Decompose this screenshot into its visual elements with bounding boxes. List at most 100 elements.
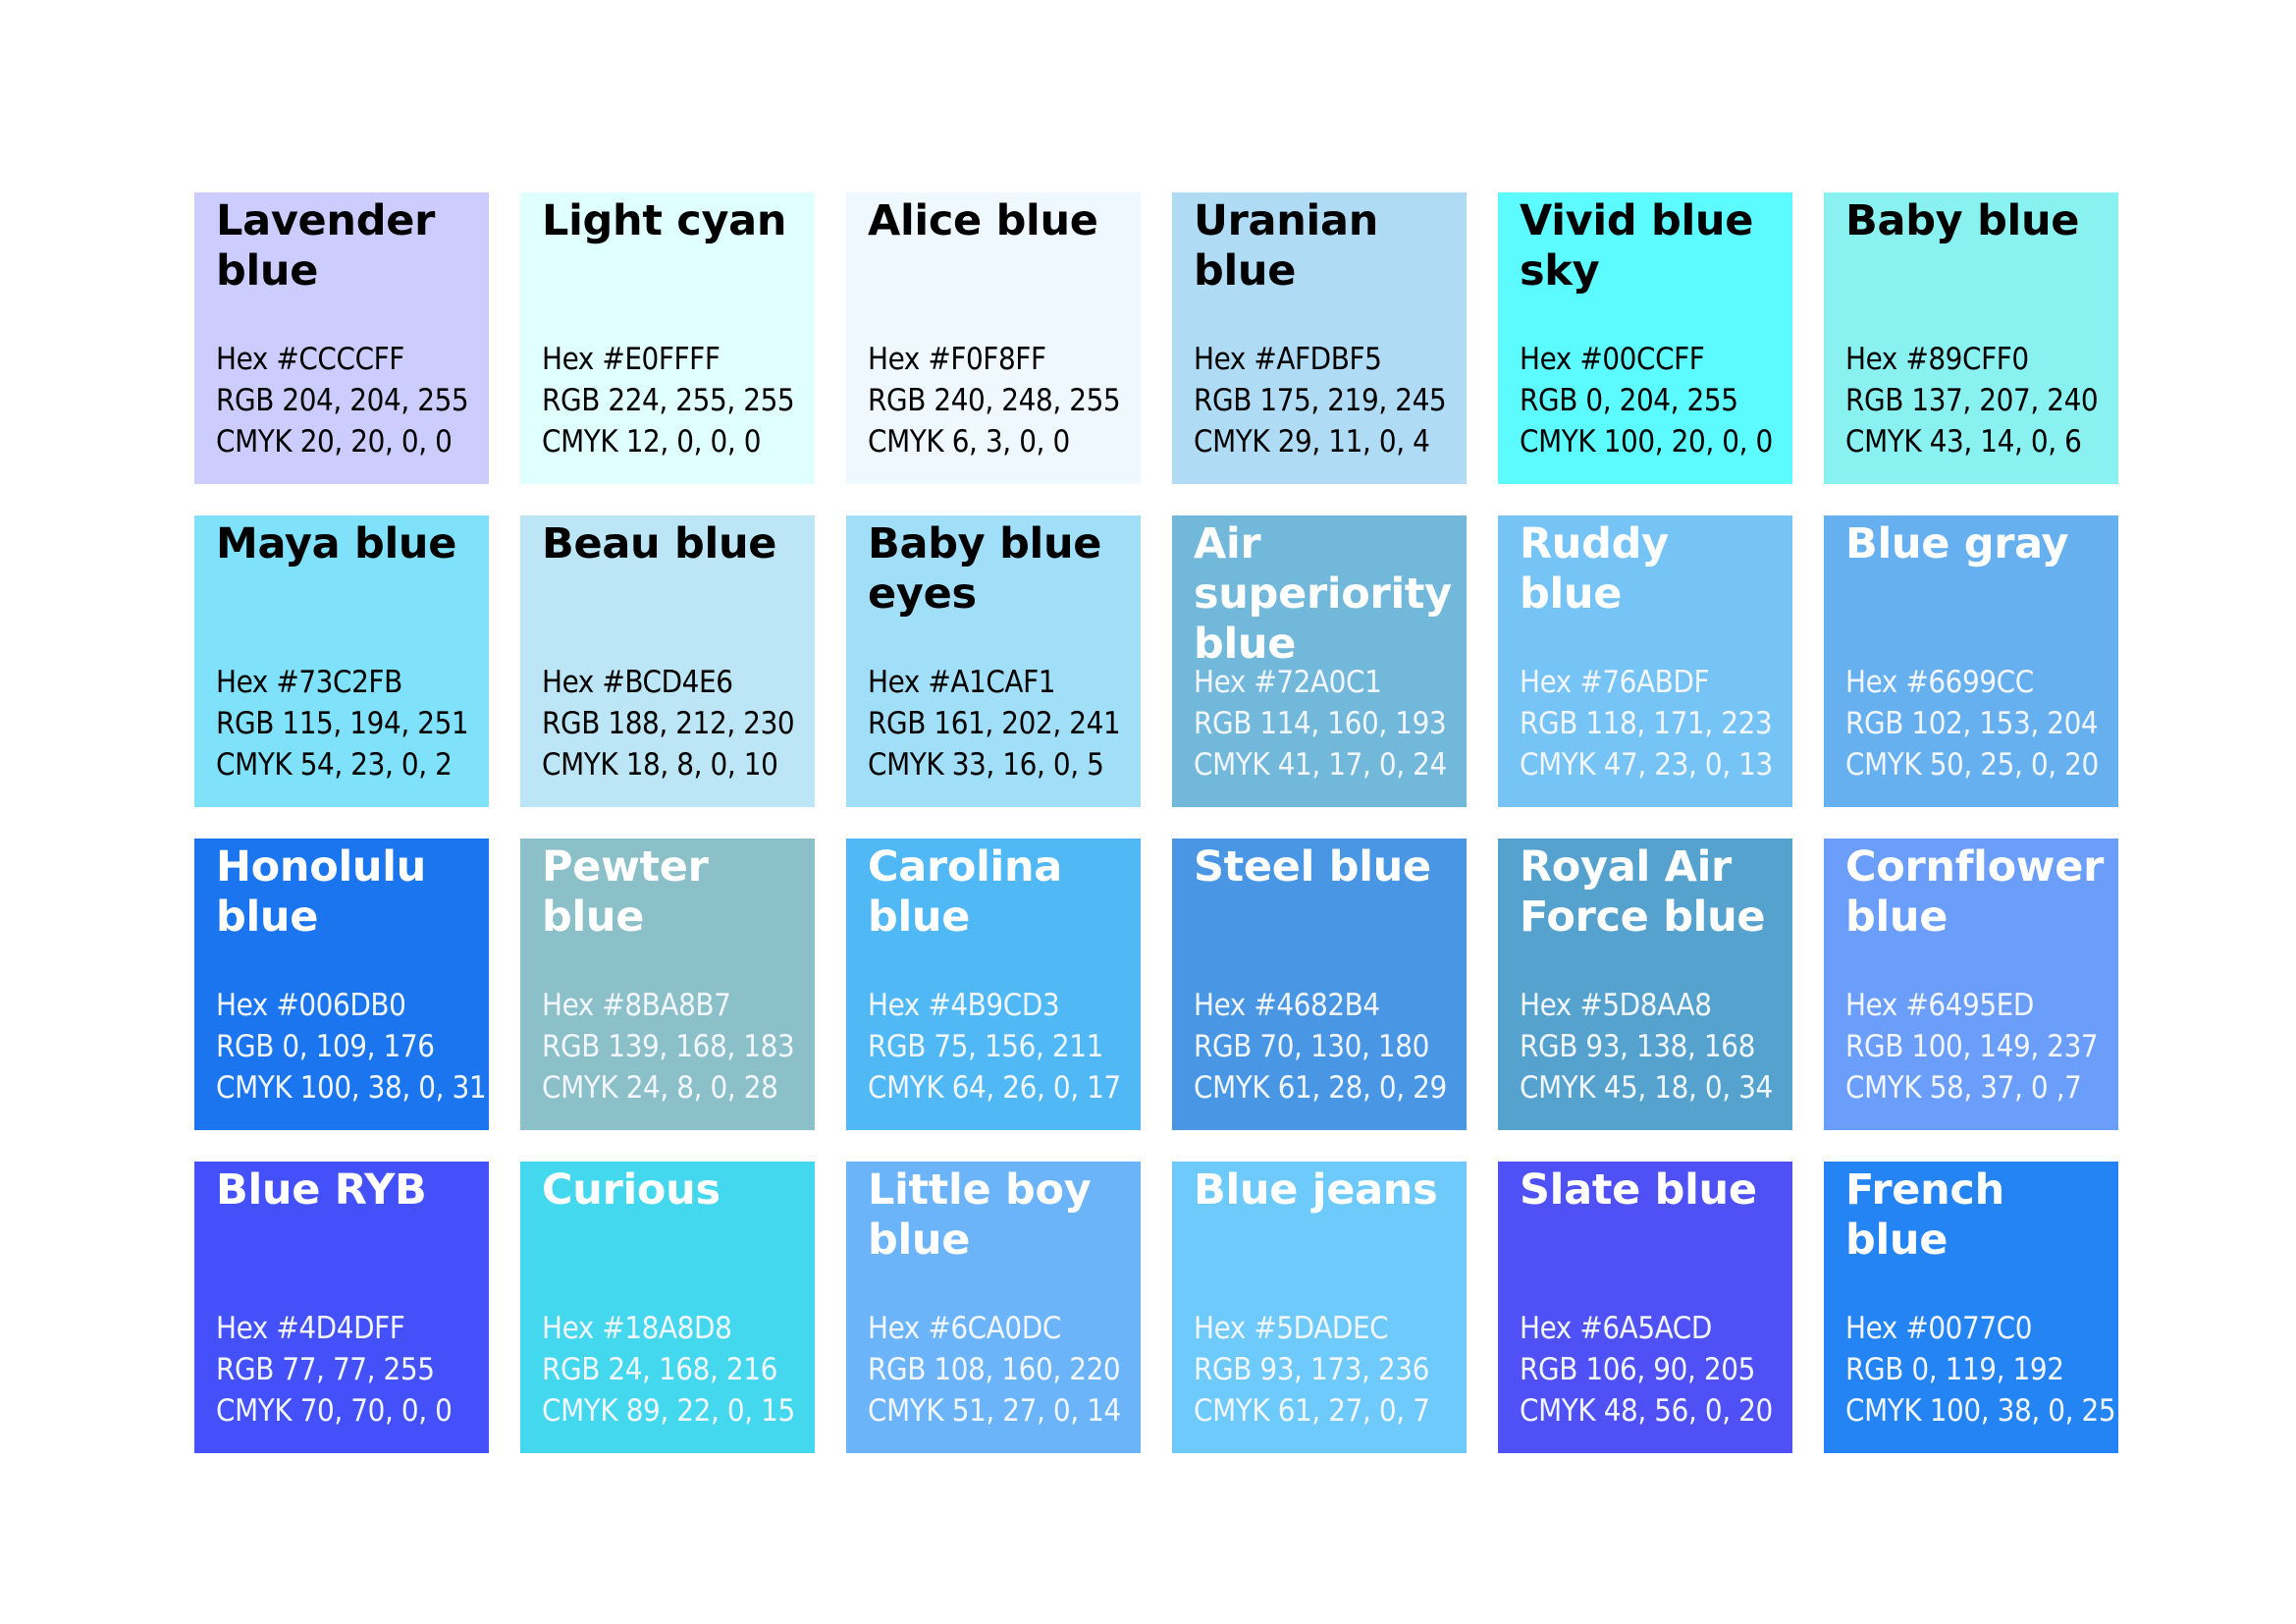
color-swatch: French blue Hex #0077C0 RGB 0, 119, 192 CMY…: [1824, 1162, 2118, 1453]
color-swatch: Royal Air Force blue Hex #5D8AA8 RGB 93, 1…: [1498, 839, 1792, 1130]
swatch-rgb-value: RGB 188, 212, 230: [542, 706, 795, 741]
swatch-hex-value: Hex #006DB0: [216, 988, 406, 1023]
swatch-codes: Hex #CCCCFF RGB 204, 204, 255 CMYK 20, 20,…: [216, 339, 485, 462]
swatch-name: Baby blue: [1845, 196, 2080, 245]
swatch-codes: Hex #6CA0DC RGB 108, 160, 220 CMYK 51, 27,…: [868, 1308, 1137, 1432]
swatch-rgb-value: RGB 93, 138, 168: [1520, 1029, 1755, 1064]
swatch-cmyk-value: CMYK 47, 23, 0, 13: [1520, 747, 1773, 783]
color-swatch: Slate blue Hex #6A5ACD RGB 106, 90, 205 CMY…: [1498, 1162, 1792, 1453]
swatch-rgb-value: RGB 0, 204, 255: [1520, 383, 1738, 418]
swatch-name: Baby blue eyes: [868, 519, 1102, 619]
swatch-rgb-value: RGB 70, 130, 180: [1194, 1029, 1429, 1064]
swatch-hex-value: Hex #6495ED: [1845, 988, 2034, 1023]
swatch-rgb-value: RGB 115, 194, 251: [216, 706, 469, 741]
swatch-codes: Hex #0077C0 RGB 0, 119, 192 CMYK 100, 38, …: [1845, 1308, 2116, 1432]
swatch-codes: Hex #73C2FB RGB 115, 194, 251 CMYK 54, 23,…: [216, 662, 485, 785]
color-swatch: Blue gray Hex #6699CC RGB 102, 153, 204 CMY…: [1824, 515, 2118, 807]
swatch-hex-value: Hex #5DADEC: [1194, 1311, 1389, 1346]
swatch-name: Maya blue: [216, 519, 457, 568]
swatch-hex-value: Hex #CCCCFF: [216, 342, 404, 377]
swatch-name: Lavender blue: [216, 196, 435, 296]
swatch-rgb-value: RGB 102, 153, 204: [1845, 706, 2099, 741]
swatch-rgb-value: RGB 118, 171, 223: [1520, 706, 1773, 741]
swatch-rgb-value: RGB 175, 219, 245: [1194, 383, 1447, 418]
swatch-name: Pewter blue: [542, 842, 709, 942]
swatch-rgb-value: RGB 0, 119, 192: [1845, 1352, 2064, 1387]
swatch-cmyk-value: CMYK 45, 18, 0, 34: [1520, 1070, 1773, 1106]
swatch-cmyk-value: CMYK 61, 27, 0, 7: [1194, 1393, 1430, 1429]
swatch-codes: Hex #5D8AA8 RGB 93, 138, 168 CMYK 45, 18, …: [1520, 985, 1789, 1109]
swatch-hex-value: Hex #BCD4E6: [542, 665, 733, 700]
swatch-rgb-value: RGB 108, 160, 220: [868, 1352, 1121, 1387]
swatch-rgb-value: RGB 224, 255, 255: [542, 383, 795, 418]
swatch-hex-value: Hex #4682B4: [1194, 988, 1380, 1023]
swatch-cmyk-value: CMYK 58, 37, 0 ,7: [1845, 1070, 2082, 1106]
swatch-rgb-value: RGB 114, 160, 193: [1194, 706, 1447, 741]
swatch-rgb-value: RGB 204, 204, 255: [216, 383, 469, 418]
swatch-codes: Hex #6699CC RGB 102, 153, 204 CMYK 50, 25,…: [1845, 662, 2114, 785]
swatch-codes: Hex #76ABDF RGB 118, 171, 223 CMYK 47, 23,…: [1520, 662, 1789, 785]
swatch-cmyk-value: CMYK 24, 8, 0, 28: [542, 1070, 778, 1106]
swatch-rgb-value: RGB 100, 149, 237: [1845, 1029, 2099, 1064]
swatch-codes: Hex #72A0C1 RGB 114, 160, 193 CMYK 41, 17,…: [1194, 662, 1463, 785]
swatch-cmyk-value: CMYK 54, 23, 0, 2: [216, 747, 453, 783]
swatch-codes: Hex #4D4DFF RGB 77, 77, 255 CMYK 70, 70, 0…: [216, 1308, 485, 1432]
swatch-cmyk-value: CMYK 100, 20, 0, 0: [1520, 424, 1773, 460]
swatch-cmyk-value: CMYK 20, 20, 0, 0: [216, 424, 453, 460]
color-swatch: Maya blue Hex #73C2FB RGB 115, 194, 251 CMY…: [194, 515, 489, 807]
swatch-codes: Hex #00CCFF RGB 0, 204, 255 CMYK 100, 20, …: [1520, 339, 1789, 462]
swatch-hex-value: Hex #6CA0DC: [868, 1311, 1061, 1346]
color-swatch: Air superiority blue Hex #72A0C1 RGB 114, …: [1172, 515, 1467, 807]
color-swatch: Blue jeans Hex #5DADEC RGB 93, 173, 236 CMY…: [1172, 1162, 1467, 1453]
swatch-hex-value: Hex #8BA8B7: [542, 988, 731, 1023]
swatch-name: Air superiority blue: [1194, 519, 1452, 669]
swatch-codes: Hex #AFDBF5 RGB 175, 219, 245 CMYK 29, 11,…: [1194, 339, 1463, 462]
swatch-hex-value: Hex #6699CC: [1845, 665, 2034, 700]
swatch-name: Carolina blue: [868, 842, 1063, 942]
swatch-name: Uranian blue: [1194, 196, 1379, 296]
color-swatch: Little boy blue Hex #6CA0DC RGB 108, 160, …: [846, 1162, 1141, 1453]
swatch-cmyk-value: CMYK 89, 22, 0, 15: [542, 1393, 795, 1429]
swatch-hex-value: Hex #F0F8FF: [868, 342, 1046, 377]
swatch-cmyk-value: CMYK 100, 38, 0, 31: [216, 1070, 487, 1106]
color-swatch: Baby blue Hex #89CFF0 RGB 137, 207, 240 CMY…: [1824, 192, 2118, 484]
swatch-name: Slate blue: [1520, 1165, 1757, 1215]
swatch-cmyk-value: CMYK 18, 8, 0, 10: [542, 747, 778, 783]
swatch-hex-value: Hex #72A0C1: [1194, 665, 1382, 700]
swatch-name: Light cyan: [542, 196, 787, 245]
swatch-name: Little boy blue: [868, 1165, 1092, 1265]
color-swatch: Baby blue eyes Hex #A1CAF1 RGB 161, 202, 2…: [846, 515, 1141, 807]
swatch-hex-value: Hex #00CCFF: [1520, 342, 1705, 377]
swatch-name: Blue RYB: [216, 1165, 427, 1215]
swatch-rgb-value: RGB 75, 156, 211: [868, 1029, 1103, 1064]
swatch-hex-value: Hex #76ABDF: [1520, 665, 1710, 700]
color-swatch: Beau blue Hex #BCD4E6 RGB 188, 212, 230 CMY…: [520, 515, 815, 807]
swatch-name: Cornflower blue: [1845, 842, 2104, 942]
swatch-codes: Hex #4682B4 RGB 70, 130, 180 CMYK 61, 28, …: [1194, 985, 1463, 1109]
swatch-hex-value: Hex #0077C0: [1845, 1311, 2033, 1346]
swatch-hex-value: Hex #89CFF0: [1845, 342, 2029, 377]
swatch-hex-value: Hex #4B9CD3: [868, 988, 1060, 1023]
swatch-name: Curious: [542, 1165, 721, 1215]
swatch-name: Steel blue: [1194, 842, 1431, 892]
swatch-cmyk-value: CMYK 50, 25, 0, 20: [1845, 747, 2099, 783]
swatch-codes: Hex #E0FFFF RGB 224, 255, 255 CMYK 12, 0, …: [542, 339, 811, 462]
swatch-cmyk-value: CMYK 6, 3, 0, 0: [868, 424, 1070, 460]
color-swatch: Alice blue Hex #F0F8FF RGB 240, 248, 255 CM…: [846, 192, 1141, 484]
swatch-rgb-value: RGB 106, 90, 205: [1520, 1352, 1755, 1387]
swatch-codes: Hex #F0F8FF RGB 240, 248, 255 CMYK 6, 3, 0…: [868, 339, 1137, 462]
swatch-name: Vivid blue sky: [1520, 196, 1754, 296]
swatch-name: Honolulu blue: [216, 842, 426, 942]
color-swatch: Cornflower blue Hex #6495ED RGB 100, 149, …: [1824, 839, 2118, 1130]
color-swatch: Pewter blue Hex #8BA8B7 RGB 139, 168, 183 C…: [520, 839, 815, 1130]
swatch-hex-value: Hex #E0FFFF: [542, 342, 721, 377]
swatch-grid: Lavender blue Hex #CCCCFF RGB 204, 204, 25…: [194, 192, 2120, 1453]
swatch-codes: Hex #6A5ACD RGB 106, 90, 205 CMYK 48, 56, …: [1520, 1308, 1789, 1432]
swatch-cmyk-value: CMYK 51, 27, 0, 14: [868, 1393, 1121, 1429]
swatch-rgb-value: RGB 77, 77, 255: [216, 1352, 435, 1387]
swatch-name: Alice blue: [868, 196, 1098, 245]
swatch-rgb-value: RGB 137, 207, 240: [1845, 383, 2099, 418]
swatch-cmyk-value: CMYK 100, 38, 0, 25: [1845, 1393, 2116, 1429]
swatch-hex-value: Hex #A1CAF1: [868, 665, 1056, 700]
swatch-rgb-value: RGB 0, 109, 176: [216, 1029, 435, 1064]
